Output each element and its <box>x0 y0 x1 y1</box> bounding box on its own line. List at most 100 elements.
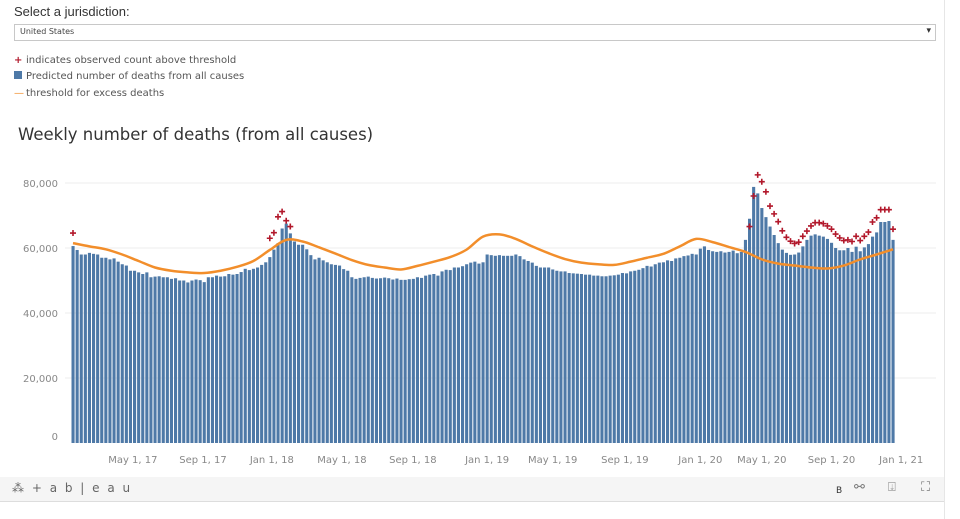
jurisdiction-dropdown[interactable]: United States ▾ <box>14 24 936 41</box>
x-tick-label: Sep 1, 18 <box>389 455 436 466</box>
observed-above-threshold-marker <box>861 233 868 240</box>
bar <box>112 258 116 443</box>
bar <box>83 254 87 443</box>
observed-above-threshold-marker <box>787 238 794 245</box>
bar <box>395 278 399 443</box>
bar <box>338 265 342 443</box>
observed-above-threshold-marker <box>799 233 806 240</box>
legend-item-observed: + indicates observed count above threshol… <box>14 55 236 66</box>
bar <box>801 246 805 443</box>
y-tick-label: 20,000 <box>23 374 58 385</box>
dropdown-arrow-icon[interactable]: ▾ <box>926 26 931 36</box>
bar <box>75 249 79 443</box>
bar <box>719 251 723 443</box>
bar <box>641 268 645 443</box>
bar <box>813 234 817 443</box>
bar <box>231 274 235 443</box>
x-tick-label: Sep 1, 17 <box>179 455 226 466</box>
bar <box>526 261 530 443</box>
bar <box>215 275 219 443</box>
bar <box>661 262 665 443</box>
legend-label: threshold for excess deaths <box>26 88 165 99</box>
bar <box>842 250 846 443</box>
tableau-logo[interactable]: ⁂ + a b | e a u <box>12 481 133 495</box>
bar <box>403 279 407 443</box>
observed-above-threshold-marker <box>767 203 773 210</box>
bar <box>321 260 325 443</box>
observed-above-threshold-marker <box>803 228 810 235</box>
bar <box>407 279 411 443</box>
observed-above-threshold-marker <box>275 213 281 220</box>
bar <box>821 236 825 443</box>
bar <box>436 275 440 443</box>
bar <box>178 280 182 443</box>
bar <box>383 277 387 443</box>
x-tick-label: Jan 1, 21 <box>878 455 923 466</box>
bar <box>251 268 255 443</box>
bar <box>120 264 124 443</box>
fullscreen-icon[interactable]: ⛶ <box>921 480 931 495</box>
share-icon[interactable]: ⚯ <box>854 480 865 495</box>
bar <box>797 252 801 443</box>
bar <box>387 278 391 443</box>
bar <box>834 248 838 443</box>
x-tick-label: Jan 1, 20 <box>677 455 722 466</box>
bar <box>891 239 895 443</box>
bar <box>830 242 834 443</box>
bar <box>424 275 428 443</box>
observed-above-threshold-marker <box>287 223 294 230</box>
bar <box>79 254 83 443</box>
bar <box>329 264 333 443</box>
bar <box>608 275 612 443</box>
threshold-line <box>72 232 894 275</box>
bar <box>497 255 501 443</box>
bar <box>514 254 518 443</box>
jurisdiction-label: Select a jurisdiction: <box>14 4 130 19</box>
bar <box>784 252 788 443</box>
bar <box>415 277 419 443</box>
observed-above-threshold-marker <box>890 226 896 233</box>
legend-label: Predicted number of deaths from all caus… <box>26 71 245 82</box>
observed-above-threshold-marker <box>754 171 761 178</box>
bar <box>604 276 608 443</box>
x-tick-label: May 1, 19 <box>528 455 577 466</box>
observed-above-threshold-marker <box>779 227 786 234</box>
bar <box>883 222 887 443</box>
bar <box>223 276 227 443</box>
bar <box>752 186 756 443</box>
observed-above-threshold-marker <box>795 239 802 246</box>
bar <box>862 247 866 443</box>
bar <box>305 249 309 443</box>
bar <box>141 274 145 443</box>
observed-above-threshold-marker <box>808 222 814 229</box>
chart-title: Weekly number of deaths (from all causes… <box>18 125 374 144</box>
bar <box>116 261 120 443</box>
bar <box>346 270 350 443</box>
bar <box>715 251 719 443</box>
bar <box>256 267 260 443</box>
bar <box>559 271 563 443</box>
page-edge-divider <box>944 0 945 519</box>
bar <box>456 267 460 443</box>
observed-above-threshold-marker <box>853 233 860 240</box>
bar <box>264 262 268 443</box>
observed-above-threshold-marker <box>857 237 864 244</box>
bar <box>157 276 161 443</box>
bar <box>174 278 178 443</box>
observed-above-threshold-marker <box>266 235 273 242</box>
bar <box>866 244 870 443</box>
x-tick-label: May 1, 20 <box>737 455 786 466</box>
observed-above-threshold-marker <box>873 214 880 221</box>
download-icon[interactable]: ⍗ <box>888 480 896 495</box>
bar <box>506 255 510 443</box>
bar <box>96 254 100 443</box>
observed-above-threshold-marker <box>750 193 757 199</box>
observed-above-threshold-marker <box>270 229 277 236</box>
bar <box>165 277 169 443</box>
bar <box>645 265 649 443</box>
observed-above-threshold-marker <box>791 240 798 247</box>
bar <box>854 246 858 443</box>
bar <box>481 262 485 443</box>
bar <box>92 253 96 443</box>
observed-above-threshold-marker <box>783 234 790 241</box>
